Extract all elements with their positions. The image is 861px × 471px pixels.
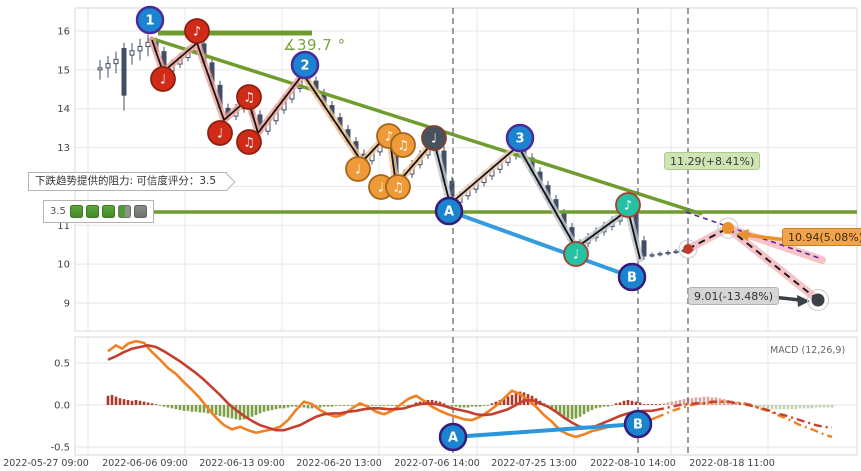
svg-text:A: A <box>448 431 458 446</box>
music-note-marker-icon: ♫ <box>385 174 411 200</box>
svg-text:15: 15 <box>57 65 70 76</box>
macd-lines-layer <box>107 339 833 439</box>
svg-text:B: B <box>633 418 643 433</box>
svg-text:9: 9 <box>64 298 70 309</box>
svg-text:1: 1 <box>145 14 154 29</box>
svg-text:0.0: 0.0 <box>54 401 70 412</box>
svg-text:3: 3 <box>515 132 524 147</box>
svg-text:14: 14 <box>57 104 70 115</box>
music-note-marker-icon: ♫ <box>390 132 416 158</box>
svg-text:♩: ♩ <box>355 163 361 178</box>
svg-text:2022-08-10 14:00: 2022-08-10 14:00 <box>590 458 676 469</box>
music-note-marker-icon: ♩ <box>207 120 233 146</box>
svg-text:2022-07-25 13:00: 2022-07-25 13:00 <box>491 458 577 469</box>
downtrend-line <box>149 36 703 216</box>
svg-text:A: A <box>444 205 454 220</box>
signal-line-projection <box>655 400 833 429</box>
svg-text:16: 16 <box>57 27 70 38</box>
pivot-marker-B: B <box>617 262 647 292</box>
note-markers-layer: ♩ ♪ ♩ ♫ ♫ ♩ ♪ ♫ ♩ ♫ ♩ ♩ ♪ <box>150 18 641 267</box>
pivot-markers-layer: 1 2 3 A B <box>135 5 647 292</box>
svg-text:2022-06-20 13:00: 2022-06-20 13:00 <box>296 458 382 469</box>
svg-text:♪: ♪ <box>385 130 393 145</box>
macd-line <box>107 339 657 439</box>
music-note-marker-icon: ♩ <box>150 66 176 92</box>
svg-text:♪: ♪ <box>193 25 201 40</box>
svg-text:2: 2 <box>300 59 309 74</box>
macd-line-projection <box>655 400 833 439</box>
svg-text:♩: ♩ <box>217 127 223 142</box>
pivot-marker-2: 2 <box>290 50 320 80</box>
svg-text:2022-06-06 09:00: 2022-06-06 09:00 <box>102 458 188 469</box>
svg-text:2022-08-18 11:00: 2022-08-18 11:00 <box>689 458 775 469</box>
music-note-marker-icon: ♩ <box>421 125 447 151</box>
pivot-marker-A: A <box>434 196 464 226</box>
svg-text:♩: ♩ <box>431 132 437 147</box>
ab-divergence-line-macd: AB <box>438 409 653 452</box>
svg-text:♫: ♫ <box>243 136 255 151</box>
music-note-marker-icon: ♩ <box>345 156 371 182</box>
svg-text:0.5: 0.5 <box>54 359 70 370</box>
projection-layer <box>678 211 829 311</box>
svg-text:12: 12 <box>57 182 70 193</box>
pivot-marker-1: 1 <box>135 5 165 35</box>
svg-text:♩: ♩ <box>160 73 166 88</box>
svg-text:2022-05-27 09:00: 2022-05-27 09:00 <box>3 458 89 469</box>
svg-text:2022-07-06 14:00: 2022-07-06 14:00 <box>394 458 480 469</box>
macd-pivot-marker-A: A <box>438 422 468 452</box>
svg-text:10: 10 <box>57 260 70 271</box>
trendlines-layer <box>75 30 857 216</box>
music-note-marker-icon: ♫ <box>236 84 262 110</box>
svg-text:11: 11 <box>57 221 70 232</box>
macd-pivot-marker-B: B <box>623 409 653 439</box>
axis-ticks-layer: 16 15 14 13 12 11 10 9 0.5 0.0 -0.5 2022-05-27 09:0… <box>3 27 775 470</box>
svg-text:♫: ♫ <box>397 139 409 154</box>
svg-text:♩: ♩ <box>573 248 579 263</box>
svg-text:-0.5: -0.5 <box>50 443 70 454</box>
signal-line <box>107 344 657 432</box>
music-note-marker-icon: ♪ <box>615 192 641 218</box>
svg-text:2022-06-13 09:00: 2022-06-13 09:00 <box>199 458 285 469</box>
music-note-marker-icon: ♫ <box>236 129 262 155</box>
svg-text:♩: ♩ <box>378 181 384 196</box>
svg-text:♪: ♪ <box>624 199 632 214</box>
music-note-marker-icon: ♪ <box>184 18 210 44</box>
music-note-marker-icon: ♩ <box>563 241 589 267</box>
svg-text:13: 13 <box>57 143 70 154</box>
ab-divergence-line-main <box>447 209 634 279</box>
svg-text:♫: ♫ <box>392 181 404 196</box>
svg-text:♫: ♫ <box>243 91 255 106</box>
pivot-marker-3: 3 <box>505 123 535 153</box>
svg-text:B: B <box>627 271 637 286</box>
